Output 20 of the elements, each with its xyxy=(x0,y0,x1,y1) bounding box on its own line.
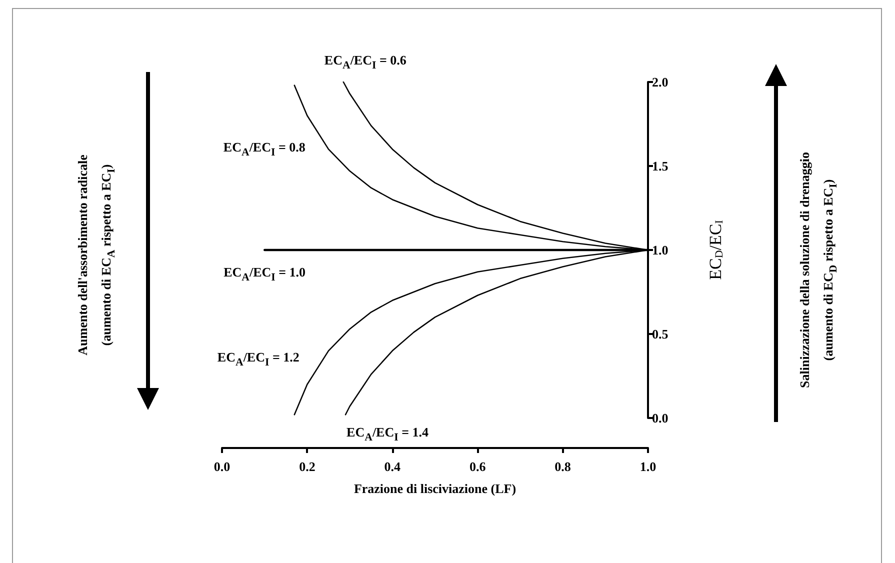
y-tick-label: 0.0 xyxy=(652,410,668,426)
y-tick-label: 0.5 xyxy=(652,326,669,342)
x-tick-label: 0.8 xyxy=(554,459,572,474)
series-label: EC$_{A}$/EC$_{I}$ = 1.0 xyxy=(224,264,306,284)
series-label: EC$_{A}$/EC$_{I}$ = 1.2 xyxy=(217,350,300,368)
x-tick-label: 1.0 xyxy=(640,459,656,474)
series-label: EC$_{A}$/EC$_{I}$ = 0.8 xyxy=(223,140,306,158)
x-tick-label: 0.0 xyxy=(214,459,230,474)
x-tick-label: 0.6 xyxy=(469,459,486,474)
text: Aumento dell'assorbimento radicale xyxy=(75,154,91,356)
y-tick-label: 1.5 xyxy=(652,158,669,174)
y-axis-title: ECD/ECI xyxy=(706,220,726,280)
x-tick-label: 0.2 xyxy=(299,459,316,474)
y-tick-label: 1.0 xyxy=(652,242,668,258)
x-axis-title: Frazione di lisciviazione (LF) xyxy=(354,481,516,496)
y-tick-label: 2.0 xyxy=(652,74,668,90)
x-tick-label: 0.4 xyxy=(384,459,402,474)
text: Salinizzazione della soluzione di drenaggio xyxy=(797,152,813,388)
series-label: EC$_{A}$/EC$_{I}$ = 1.4 xyxy=(346,424,429,443)
series-label: EC$_{A}$/EC$_{I}$ = 0.6 xyxy=(324,52,406,72)
